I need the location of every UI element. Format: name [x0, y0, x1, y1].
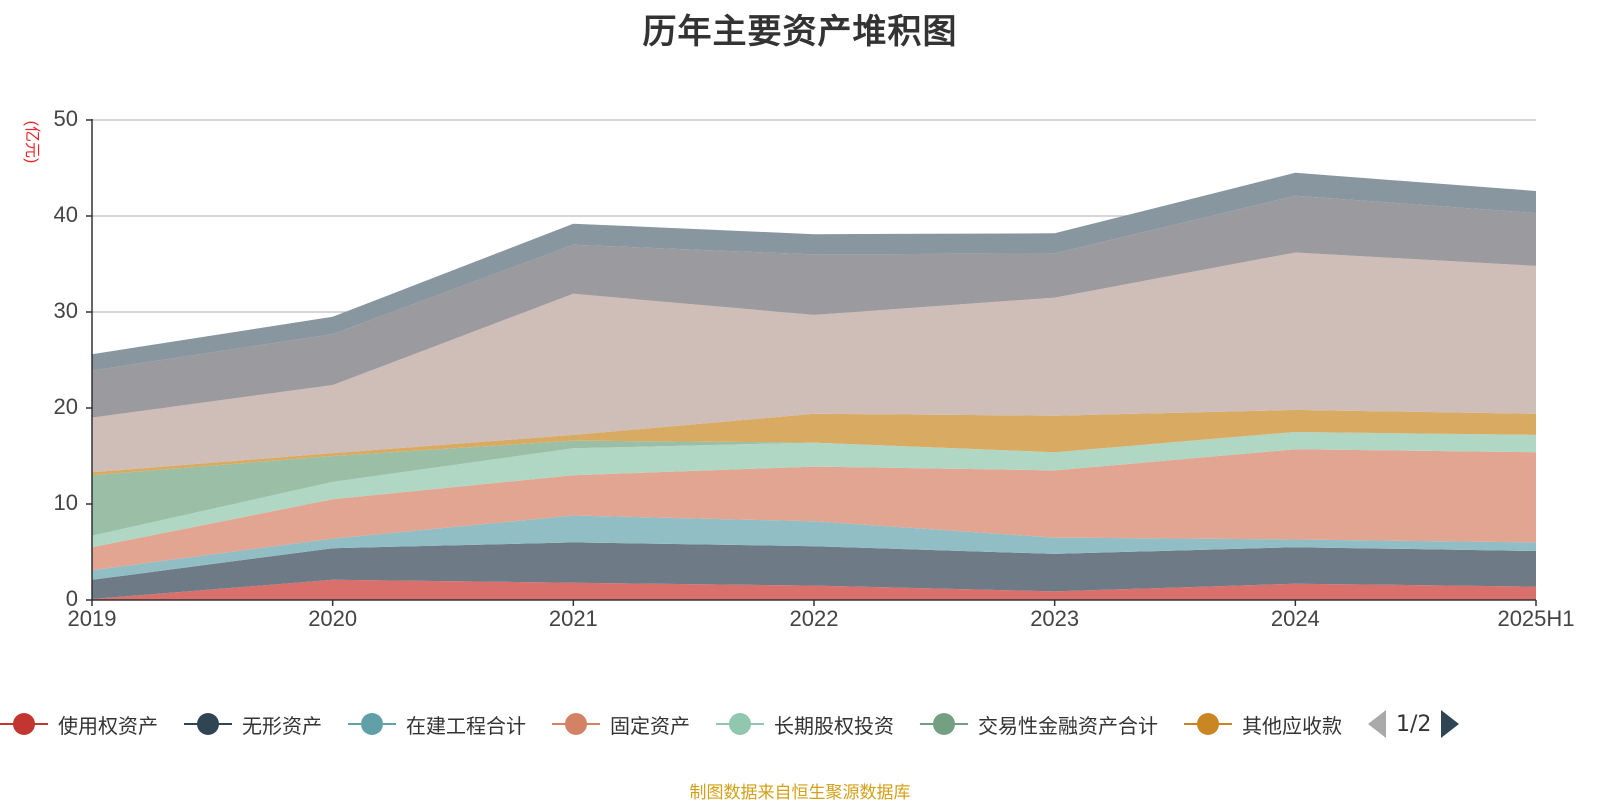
axes: 0 10 20 30 40 50 2019 2020 2021 2022 2023 2024 2025H… — [54, 106, 1575, 631]
legend-item[interactable]: 固定资产 — [552, 710, 690, 739]
legend-label: 长期股权投资 — [774, 713, 894, 738]
area-series-0[interactable] — [92, 579, 1536, 600]
x-tick-label: 2020 — [308, 606, 357, 631]
x-tick-label: 2024 — [1271, 606, 1320, 631]
x-tick-label: 2019 — [68, 606, 117, 631]
area-series-4[interactable] — [92, 432, 1536, 548]
legend-label: 使用权资产 — [58, 713, 158, 738]
x-tick-label: 2022 — [790, 606, 839, 631]
y-tick-label: 20 — [54, 394, 78, 419]
area-series-9[interactable] — [92, 172, 1536, 371]
legend-label: 无形资产 — [242, 713, 322, 738]
y-tick-label: 50 — [54, 106, 78, 131]
legend-item[interactable]: 使用权资产 — [0, 710, 158, 739]
y-tick-label: 10 — [54, 490, 78, 515]
y-tick-label: 30 — [54, 298, 78, 323]
area-series-3[interactable] — [92, 449, 1536, 571]
legend-item[interactable]: 无形资产 — [184, 710, 322, 739]
legend-label: 交易性金融资产合计 — [978, 713, 1158, 738]
y-tick-label: 0 — [66, 586, 78, 611]
legend-marker-icon — [184, 712, 232, 736]
x-tick-label: 2021 — [549, 606, 598, 631]
legend-label: 在建工程合计 — [406, 713, 526, 738]
legend-item[interactable]: 交易性金融资产合计 — [920, 710, 1158, 739]
legend-page-indicator: 1/2 — [1396, 711, 1432, 737]
legend-item[interactable]: 在建工程合计 — [348, 710, 526, 739]
legend-item[interactable]: 长期股权投资 — [716, 710, 894, 739]
x-tick-label: 2025H1 — [1497, 606, 1574, 631]
legend-marker-icon — [552, 712, 600, 736]
legend-label: 其他应收款 — [1242, 713, 1342, 738]
area-series-8[interactable] — [92, 195, 1536, 418]
area-series-1[interactable] — [92, 542, 1536, 599]
area-series-7[interactable] — [92, 252, 1536, 473]
legend-marker-icon — [1184, 712, 1232, 736]
legend: 使用权资产 无形资产 在建工程合计 固定资产 长期股权投资 交易性金融资产合计 其他应收款 … — [0, 706, 1460, 742]
legend-item[interactable]: 其他应收款 — [1184, 710, 1342, 739]
legend-prev-icon[interactable] — [1368, 710, 1386, 738]
area-series-6[interactable] — [92, 409, 1536, 476]
x-tick-label: 2023 — [1030, 606, 1079, 631]
chart-title: 历年主要资产堆积图 — [642, 12, 958, 52]
area-series — [92, 172, 1536, 600]
area-series-5[interactable] — [92, 432, 1536, 536]
legend-marker-icon — [348, 712, 396, 736]
legend-marker-icon — [920, 712, 968, 736]
y-tick-label: 40 — [54, 202, 78, 227]
data-source-note: 制图数据来自恒生聚源数据库 — [689, 783, 911, 803]
y-axis-unit-label: (亿元) — [23, 121, 41, 164]
legend-marker-icon — [0, 712, 48, 736]
legend-label: 固定资产 — [610, 713, 690, 738]
legend-pager: 1/2 — [1368, 710, 1460, 738]
legend-marker-icon — [716, 712, 764, 736]
stacked-area-chart: 0 10 20 30 40 50 2019 2020 2021 2022 2023 2024 2025H… — [23, 106, 1575, 631]
area-series-2[interactable] — [92, 515, 1536, 580]
legend-next-icon[interactable] — [1441, 710, 1460, 738]
